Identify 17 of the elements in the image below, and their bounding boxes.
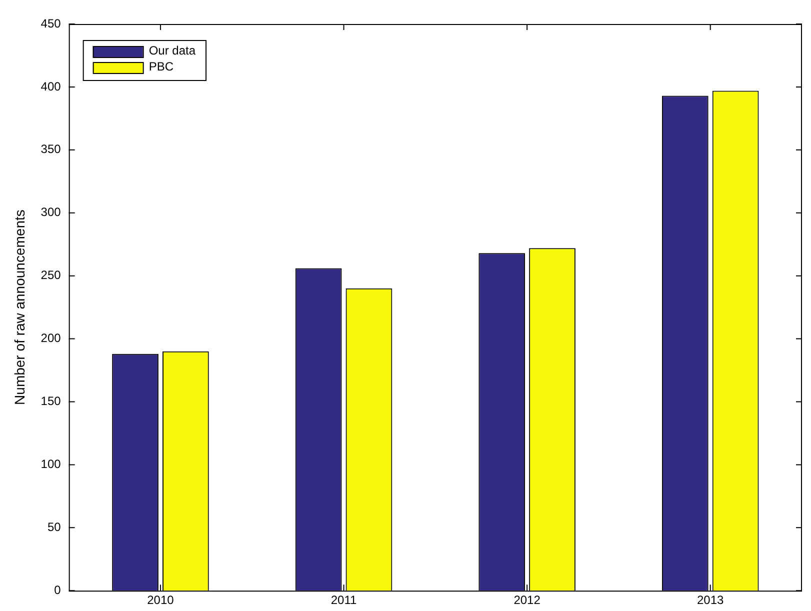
x-tick-label: 2013 — [697, 593, 724, 608]
y-tick-label: 250 — [40, 268, 62, 282]
x-tick-label: 2011 — [330, 593, 357, 608]
y-tick-label: 300 — [40, 205, 62, 220]
legend-label: PBC — [148, 59, 174, 74]
y-tick-label: 400 — [40, 79, 62, 94]
y-tick-label: 50 — [47, 520, 62, 534]
y-tick-label: 350 — [40, 142, 62, 156]
y-tick-label: 0 — [54, 582, 62, 597]
x-tick-label: 2012 — [514, 593, 541, 608]
y-tick-label: 100 — [40, 457, 62, 471]
y-tick-label: 200 — [40, 331, 62, 346]
y-tick-label: 150 — [40, 394, 62, 408]
y-axis-title: Number of raw announcements — [11, 210, 28, 405]
y-tick-label: 450 — [40, 16, 62, 30]
legend-label: Our data — [148, 43, 196, 58]
x-tick-label: 2010 — [147, 593, 174, 608]
